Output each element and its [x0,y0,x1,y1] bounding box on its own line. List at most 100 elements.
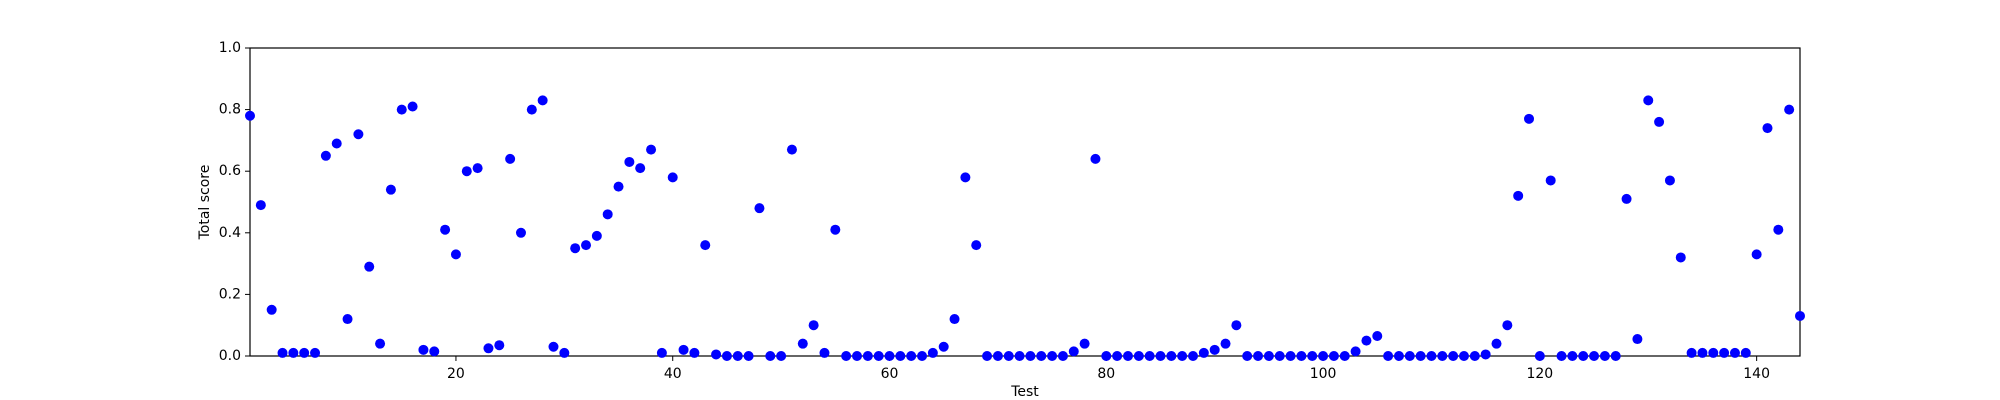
point [949,314,960,325]
y-tick-label: 0.8 [219,102,241,118]
x-tick-label: 140 [1743,366,1770,382]
point [266,304,277,315]
point [1545,175,1556,186]
point [1686,347,1697,358]
point [1480,349,1491,360]
point [732,351,743,361]
x-tick-label: 20 [447,366,465,382]
point [1621,193,1632,204]
point [537,95,548,106]
point [1339,351,1350,361]
point [602,209,613,220]
point [1729,347,1740,358]
point [450,249,461,260]
point [483,343,494,354]
point [830,224,841,235]
x-tick-label: 60 [881,366,899,382]
point [591,230,602,241]
point [786,144,797,155]
point [1090,153,1101,164]
point [461,166,472,177]
point [1112,351,1123,361]
point [1534,351,1545,361]
point [1003,351,1014,361]
point [1198,347,1209,358]
point [331,138,342,149]
point [407,101,418,112]
point [1632,334,1643,345]
point [1491,338,1502,349]
point [1079,338,1090,349]
x-axis-label: Test [1010,384,1039,400]
point [1567,351,1578,361]
point [548,341,559,352]
point [982,351,993,361]
point [1285,351,1296,361]
point [396,104,407,115]
point [1795,310,1805,321]
point [678,344,689,355]
point [624,156,635,167]
y-axis-label: Total score [197,165,213,241]
point [1144,351,1155,361]
point [1513,190,1524,201]
point [288,347,299,358]
point [927,347,938,358]
point [1328,351,1339,361]
point [884,351,895,361]
point [906,351,917,361]
point [1101,351,1112,361]
point [1014,351,1025,361]
point [1057,351,1068,361]
x-tick-label: 120 [1526,366,1553,382]
point [873,351,884,361]
point [1263,351,1274,361]
point [721,351,732,361]
point [1307,351,1318,361]
point [711,349,722,360]
point [1188,351,1199,361]
point [1578,351,1589,361]
point [1296,351,1307,361]
point [797,338,808,349]
point [1697,347,1708,358]
point [1393,351,1404,361]
point [819,347,830,358]
x-tick-label: 80 [1097,366,1115,382]
point [1318,351,1329,361]
point [1068,346,1079,357]
point [559,347,570,358]
point [1762,123,1773,134]
point [515,227,526,238]
point [1784,104,1795,115]
point [1231,320,1242,331]
point [581,240,592,251]
point [667,172,678,183]
point [1502,320,1513,331]
point [1599,351,1610,361]
point [613,181,624,192]
point [1426,351,1437,361]
point [353,129,364,140]
point [1448,351,1459,361]
point [1740,347,1751,358]
y-tick-label: 0.2 [219,286,241,302]
point [776,351,787,361]
point [1675,252,1686,263]
point [440,224,451,235]
point [320,150,331,161]
point [1166,351,1177,361]
point [1209,344,1220,355]
point [917,351,928,361]
point [971,240,982,251]
point [808,320,819,331]
point [689,347,700,358]
point [1556,351,1567,361]
point [1122,351,1133,361]
point [754,203,765,214]
point [938,341,949,352]
point [1773,224,1784,235]
y-tick-label: 0.4 [219,225,241,241]
y-tick-label: 0.0 [219,348,241,364]
